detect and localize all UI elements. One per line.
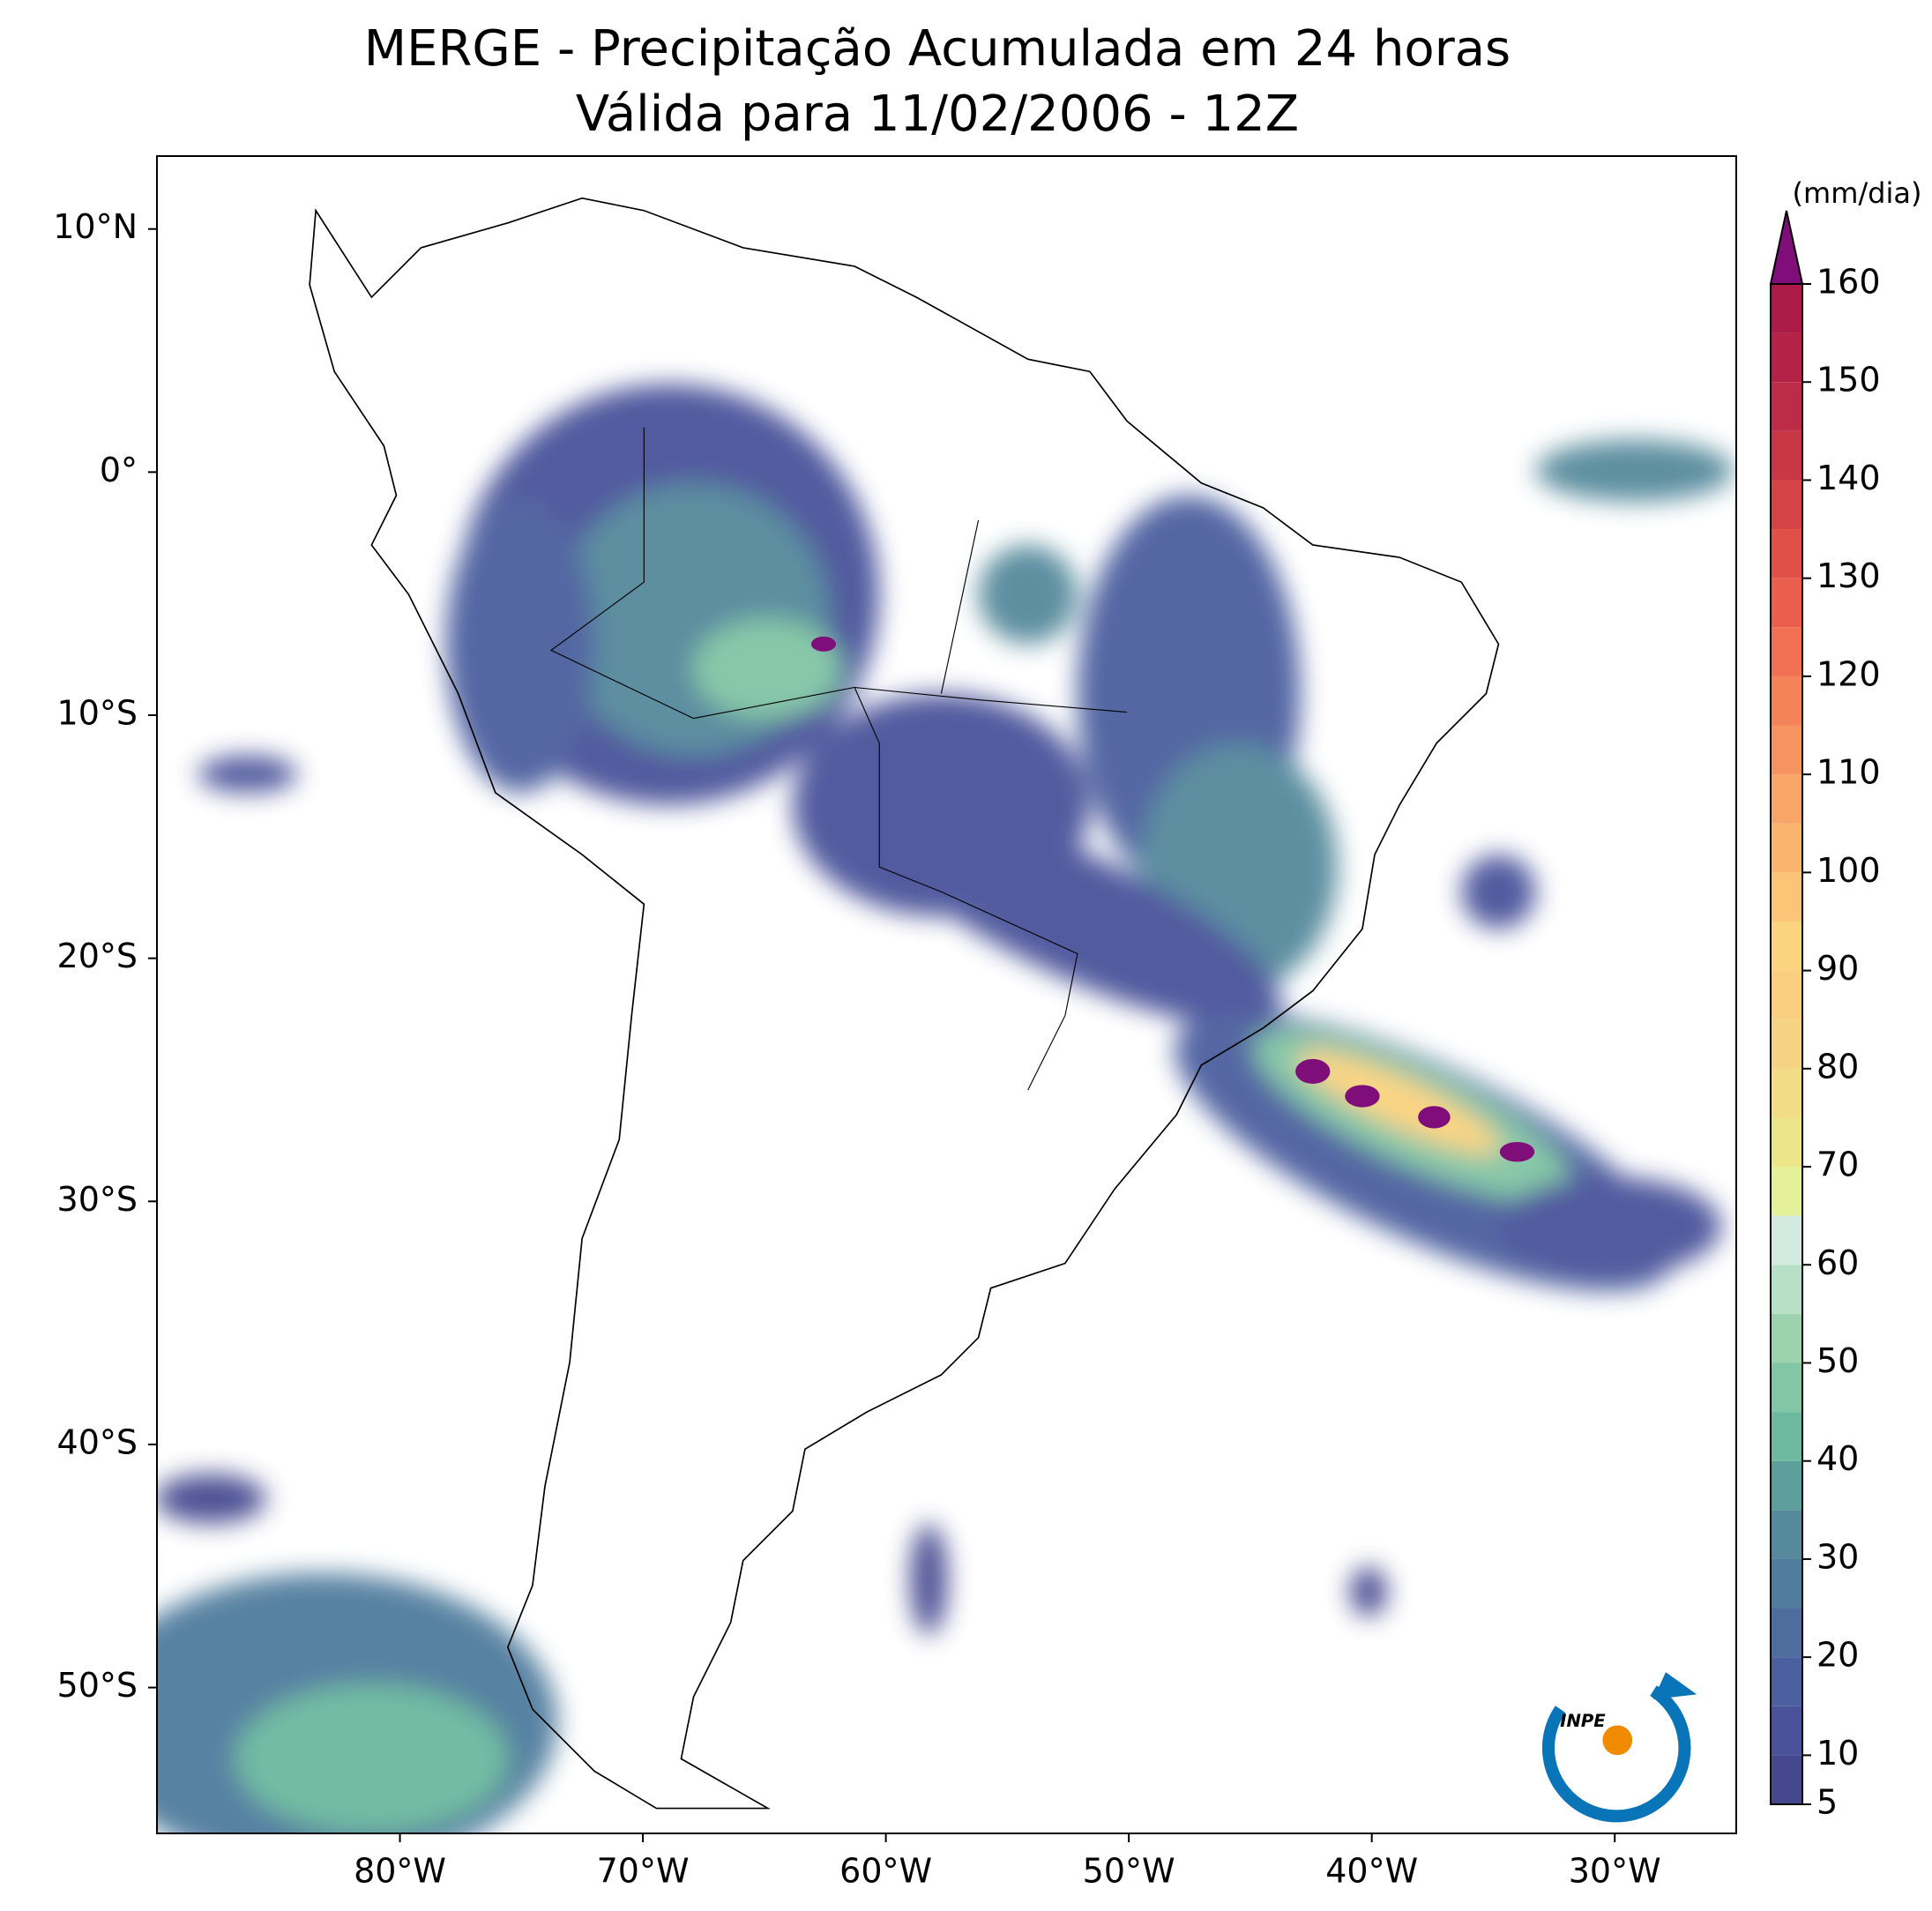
coastline [309,197,1500,1810]
colorbar-segment [1771,578,1802,628]
colorbar-segment [1771,921,1802,971]
y-tick-label: 30°S [57,1180,138,1219]
map-layer: INPE [157,197,1734,1833]
chart-title: MERGE - Precipitação Acumulada em 24 hor… [364,20,1511,78]
colorbar-segment [1771,529,1802,579]
colorbar-segment [1771,970,1802,1020]
map-frame [156,155,1737,1834]
colorbar-segment [1771,332,1802,383]
colorbar-segment [1771,480,1802,530]
logo: INPE [1542,1672,1697,1823]
colorbar-tick-label: 160 [1816,263,1881,302]
x-tick-label: 50°W [1083,1852,1175,1891]
colorbar-tick-label: 70 [1816,1146,1859,1184]
colorbar-tick-label: 20 [1816,1636,1859,1675]
colorbar-segment [1771,823,1802,873]
colorbar-tick-label: 50 [1816,1341,1859,1380]
colorbar-segment [1771,872,1802,922]
colorbar-tick-label: 10 [1816,1734,1859,1773]
x-tick-label: 40°W [1325,1852,1418,1891]
x-tick-label: 30°W [1569,1852,1661,1891]
colorbar-segment [1771,774,1802,824]
logo-text: INPE [1560,1711,1606,1731]
colorbar-segment [1771,1117,1802,1168]
colorbar-segment [1771,1558,1802,1609]
colorbar-segment [1771,1657,1802,1706]
colorbar-frame [1770,283,1803,1805]
colorbar-tick-label: 140 [1816,459,1881,497]
colorbar-segment [1771,1412,1802,1461]
colorbar-tick-label: 100 [1816,851,1881,890]
chart-subtitle: Válida para 11/02/2006 - 12Z [576,86,1299,143]
y-tick-label: 0° [100,451,138,489]
colorbar-segment [1771,725,1802,775]
colorbar-segment [1771,284,1802,333]
colorbar-segment [1771,676,1802,726]
colorbar-tick-label: 40 [1816,1439,1859,1478]
colorbar-tick-label: 5 [1816,1783,1838,1822]
precipitation-field [157,384,1734,1833]
colorbar-segment [1771,1215,1802,1265]
y-tick-label: 40°S [57,1422,138,1461]
colorbar-tick-label: 150 [1816,361,1881,399]
x-tick-label: 80°W [354,1852,446,1891]
colorbar-segment [1771,1608,1802,1658]
colorbar-tick-label: 30 [1816,1537,1859,1576]
colorbar-label: (mm/dia) [1793,176,1922,210]
colorbar-tick-label: 90 [1816,949,1859,988]
colorbar-tick-label: 120 [1816,654,1881,693]
colorbar-tick-label: 60 [1816,1243,1859,1282]
y-tick-label: 50°S [57,1666,138,1705]
y-tick-label: 10°N [53,207,138,246]
y-tick-label: 10°S [57,694,138,733]
colorbar-segment [1771,1460,1802,1511]
colorbar-segment [1771,1167,1802,1216]
colorbar-segment [1771,1755,1802,1804]
colorbar-tick-label: 130 [1816,556,1881,595]
borders [549,427,1128,1091]
colorbar-segment [1771,430,1802,481]
colorbar-tick-label: 80 [1816,1047,1859,1086]
colorbar-segment [1771,1510,1802,1559]
y-tick-label: 20°S [57,937,138,975]
colorbar-segment [1771,1265,1802,1314]
colorbar-segment [1771,627,1802,676]
colorbar-tick-label: 110 [1816,753,1881,792]
colorbar-segment [1771,1019,1802,1069]
colorbar-segment [1771,1706,1802,1756]
colorbar-extend [1769,210,1804,285]
colorbar-segment [1771,1362,1802,1413]
colorbar-segment [1771,1313,1802,1363]
x-tick-label: 70°W [597,1852,690,1891]
colorbar-segment [1771,1068,1802,1118]
colorbar-segment [1771,382,1802,431]
x-tick-label: 60°W [839,1852,932,1891]
